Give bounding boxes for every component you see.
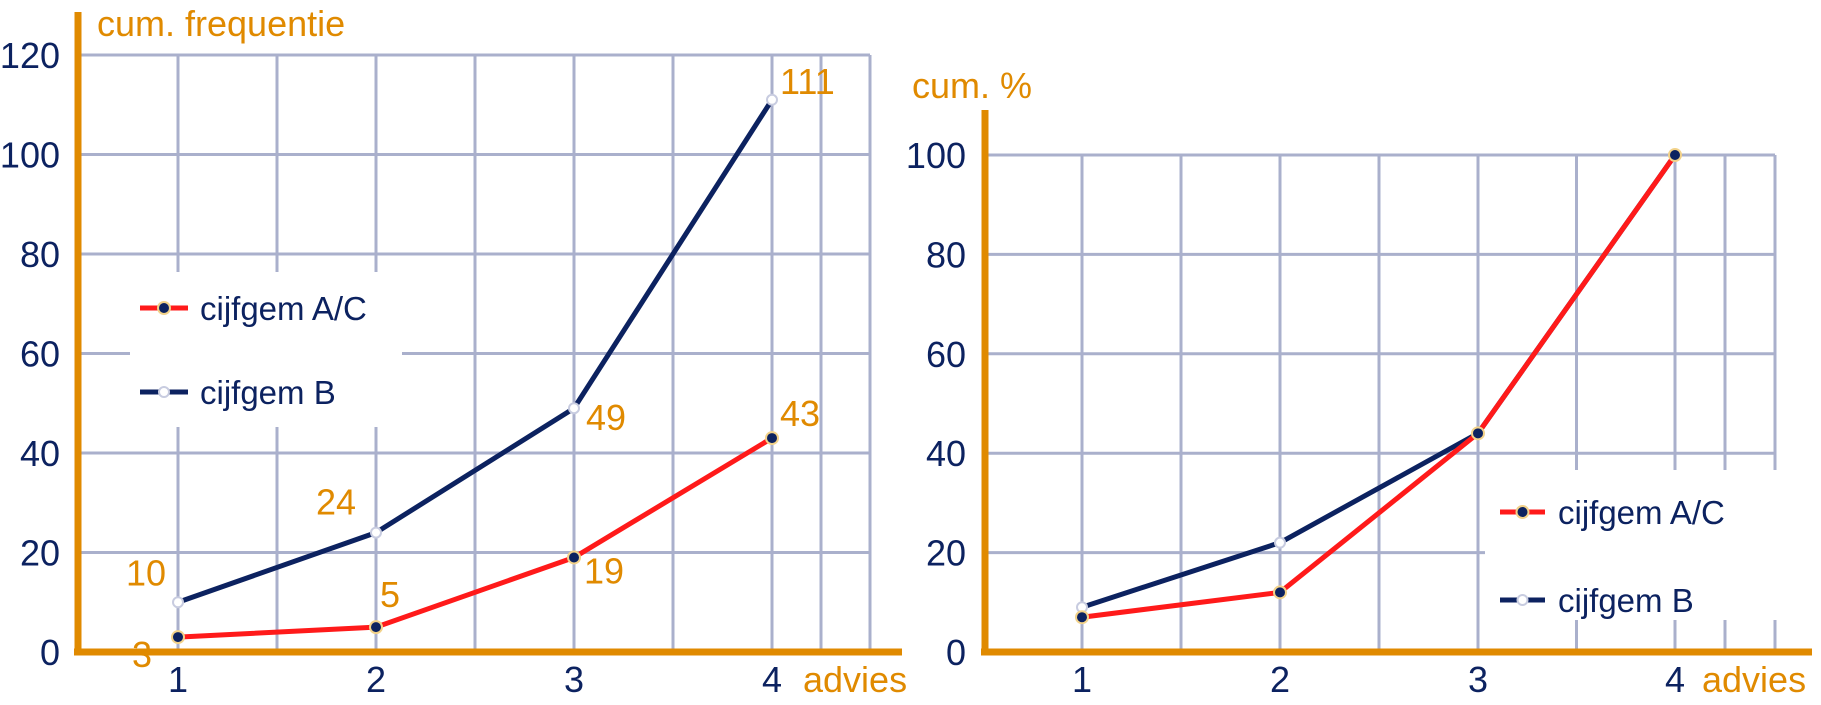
x-axis-title: advies bbox=[803, 659, 907, 700]
legend-background bbox=[1485, 470, 1787, 620]
data-label: 111 bbox=[780, 61, 835, 102]
y-tick-label: 60 bbox=[926, 334, 966, 375]
y-tick-label: 100 bbox=[906, 135, 966, 176]
legend-label: cijfgem A/C bbox=[200, 290, 367, 327]
y-tick-label: 0 bbox=[40, 632, 60, 673]
x-axis-title: advies bbox=[1702, 659, 1806, 700]
data-point-cijfgem-ac bbox=[1668, 148, 1682, 162]
data-label: 43 bbox=[780, 393, 820, 434]
series-line-cijfgem-ac bbox=[177, 435, 774, 640]
y-tick-label: 0 bbox=[946, 632, 966, 673]
x-tick-label: 4 bbox=[762, 659, 782, 700]
chart-panel-2: 0 20 40 60 80 100 1 2 3 4 cum. % advies cijfgem A/C c… bbox=[906, 65, 1812, 700]
legend-label: cijfgem B bbox=[1558, 582, 1694, 619]
legend-label: cijfgem A/C bbox=[1558, 494, 1725, 531]
y-tick-label: 40 bbox=[20, 433, 60, 474]
x-tick-label: 3 bbox=[1468, 659, 1488, 700]
y-tick-label: 60 bbox=[20, 334, 60, 375]
chart-panel-1: 0 20 40 60 80 100 120 1 2 3 4 cum. frequentie advies… bbox=[0, 3, 907, 700]
y-tick-label: 40 bbox=[926, 433, 966, 474]
data-label: 5 bbox=[380, 574, 400, 615]
data-point-cijfgem-ac bbox=[171, 630, 185, 645]
data-point-cijfgem-ac bbox=[1075, 610, 1089, 625]
x-tick-label: 2 bbox=[1270, 659, 1290, 700]
data-label: 3 bbox=[132, 634, 152, 675]
data-point-cijfgem-b bbox=[370, 526, 382, 539]
data-label: 10 bbox=[126, 552, 166, 593]
x-tick-label: 3 bbox=[564, 659, 584, 700]
series-line-cijfgem-b bbox=[177, 98, 775, 605]
y-tick-label: 20 bbox=[20, 533, 60, 574]
x-tick-label: 4 bbox=[1665, 659, 1685, 700]
data-point-cijfgem-ac bbox=[369, 620, 383, 635]
data-point-cijfgem-ac bbox=[1273, 585, 1287, 600]
y-tick-label: 20 bbox=[926, 533, 966, 574]
data-label: 49 bbox=[586, 397, 626, 438]
data-label: 24 bbox=[316, 482, 356, 523]
legend-swatch-marker bbox=[157, 301, 171, 315]
data-point-cijfgem-b bbox=[568, 402, 580, 415]
legend-label: cijfgem B bbox=[200, 374, 336, 411]
y-tick-label: 80 bbox=[926, 234, 966, 275]
legend-swatch-marker bbox=[1516, 594, 1529, 606]
series-line-cijfgem-ac bbox=[1081, 153, 1678, 620]
y-axis-title: cum. frequentie bbox=[97, 3, 345, 44]
data-point-cijfgem-b bbox=[766, 93, 778, 106]
data-point-cijfgem-ac bbox=[567, 550, 581, 565]
legend-swatch-marker bbox=[1515, 505, 1530, 519]
x-tick-label: 1 bbox=[1072, 659, 1092, 700]
data-point-cijfgem-b bbox=[1274, 536, 1286, 549]
y-axis-title: cum. % bbox=[912, 65, 1032, 106]
legend-background bbox=[130, 272, 402, 427]
data-label: 19 bbox=[584, 550, 624, 591]
y-tick-label: 80 bbox=[20, 234, 60, 275]
data-point-cijfgem-ac bbox=[765, 431, 779, 446]
data-point-cijfgem-b bbox=[172, 596, 184, 609]
y-tick-label: 120 bbox=[0, 35, 60, 76]
x-tick-label: 2 bbox=[366, 659, 386, 700]
y-tick-label: 100 bbox=[0, 135, 60, 176]
legend-swatch-marker bbox=[158, 386, 170, 398]
x-tick-label: 1 bbox=[168, 659, 188, 700]
data-point-cijfgem-ac bbox=[1471, 426, 1485, 441]
